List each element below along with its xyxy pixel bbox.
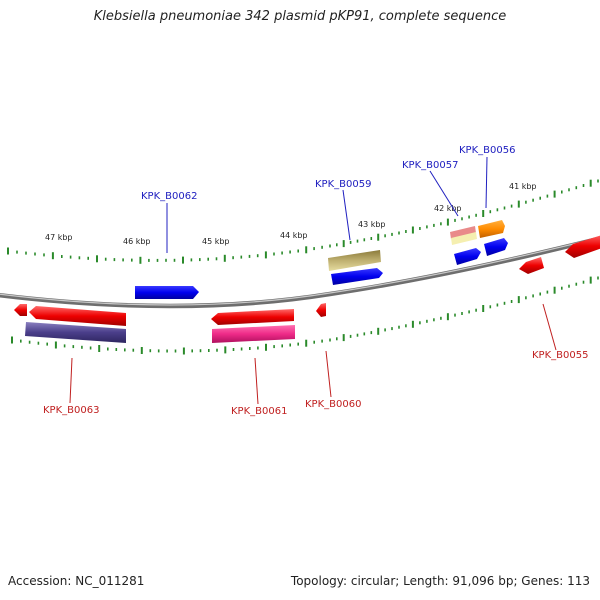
gene-arrow-reverse[interactable] bbox=[212, 325, 295, 343]
gene-label[interactable]: KPK_B0055 bbox=[532, 350, 588, 361]
gene-arrow-forward[interactable] bbox=[328, 250, 381, 271]
gene-arrow-reverse[interactable] bbox=[29, 306, 126, 326]
kbp-label: 43 kbp bbox=[358, 220, 386, 229]
kbp-label: 46 kbp bbox=[123, 237, 151, 246]
gene-label[interactable]: KPK_B0057 bbox=[402, 160, 458, 171]
leader-line bbox=[542, 303, 557, 351]
gene-arrow-reverse[interactable] bbox=[519, 257, 544, 274]
kbp-label: 47 kbp bbox=[45, 233, 73, 242]
backbone-circle bbox=[0, 236, 600, 309]
leader-line bbox=[485, 156, 488, 209]
leader-line bbox=[325, 350, 332, 398]
gene-arrow-forward[interactable] bbox=[135, 286, 199, 299]
gene-label[interactable]: KPK_B0061 bbox=[231, 406, 287, 417]
gene-arrow-forward[interactable] bbox=[450, 226, 476, 239]
gene-label[interactable]: KPK_B0056 bbox=[459, 145, 515, 156]
accession-text: Accession: NC_011281 bbox=[8, 574, 145, 588]
leader-line bbox=[429, 170, 459, 217]
gene-label[interactable]: KPK_B0062 bbox=[141, 191, 197, 202]
gene-arrow-forward[interactable] bbox=[451, 232, 477, 245]
gene-arrow-reverse[interactable] bbox=[316, 303, 326, 317]
kbp-label: 45 kbp bbox=[202, 237, 230, 246]
gene-arrow-forward[interactable] bbox=[331, 268, 383, 285]
gene-label[interactable]: KPK_B0060 bbox=[305, 399, 361, 410]
gene-arrow-forward[interactable] bbox=[478, 220, 505, 238]
kbp-label: 42 kbp bbox=[434, 204, 462, 213]
gene-arrow-forward[interactable] bbox=[484, 238, 508, 256]
gene-label[interactable]: KPK_B0059 bbox=[315, 179, 371, 190]
outer-tick-track bbox=[7, 179, 599, 264]
topology-summary: Topology: circular; Length: 91,096 bp; G… bbox=[290, 574, 590, 588]
gene-arrow-reverse[interactable] bbox=[14, 304, 27, 316]
map-title: Klebsiella pneumoniae 342 plasmid pKP91,… bbox=[93, 9, 507, 24]
gene-label[interactable]: KPK_B0063 bbox=[43, 405, 99, 416]
kbp-label: 44 kbp bbox=[280, 231, 308, 240]
gene-arrow-reverse[interactable] bbox=[565, 234, 600, 258]
leader-line bbox=[69, 357, 73, 404]
leader-line bbox=[254, 357, 259, 405]
gene-arrow-reverse[interactable] bbox=[211, 309, 294, 325]
leader-line bbox=[342, 189, 351, 241]
inner-tick-track bbox=[11, 276, 599, 355]
gene-arrow-forward[interactable] bbox=[454, 248, 481, 265]
gene-arrow-reverse[interactable] bbox=[25, 322, 126, 343]
kbp-label: 41 kbp bbox=[509, 182, 537, 191]
